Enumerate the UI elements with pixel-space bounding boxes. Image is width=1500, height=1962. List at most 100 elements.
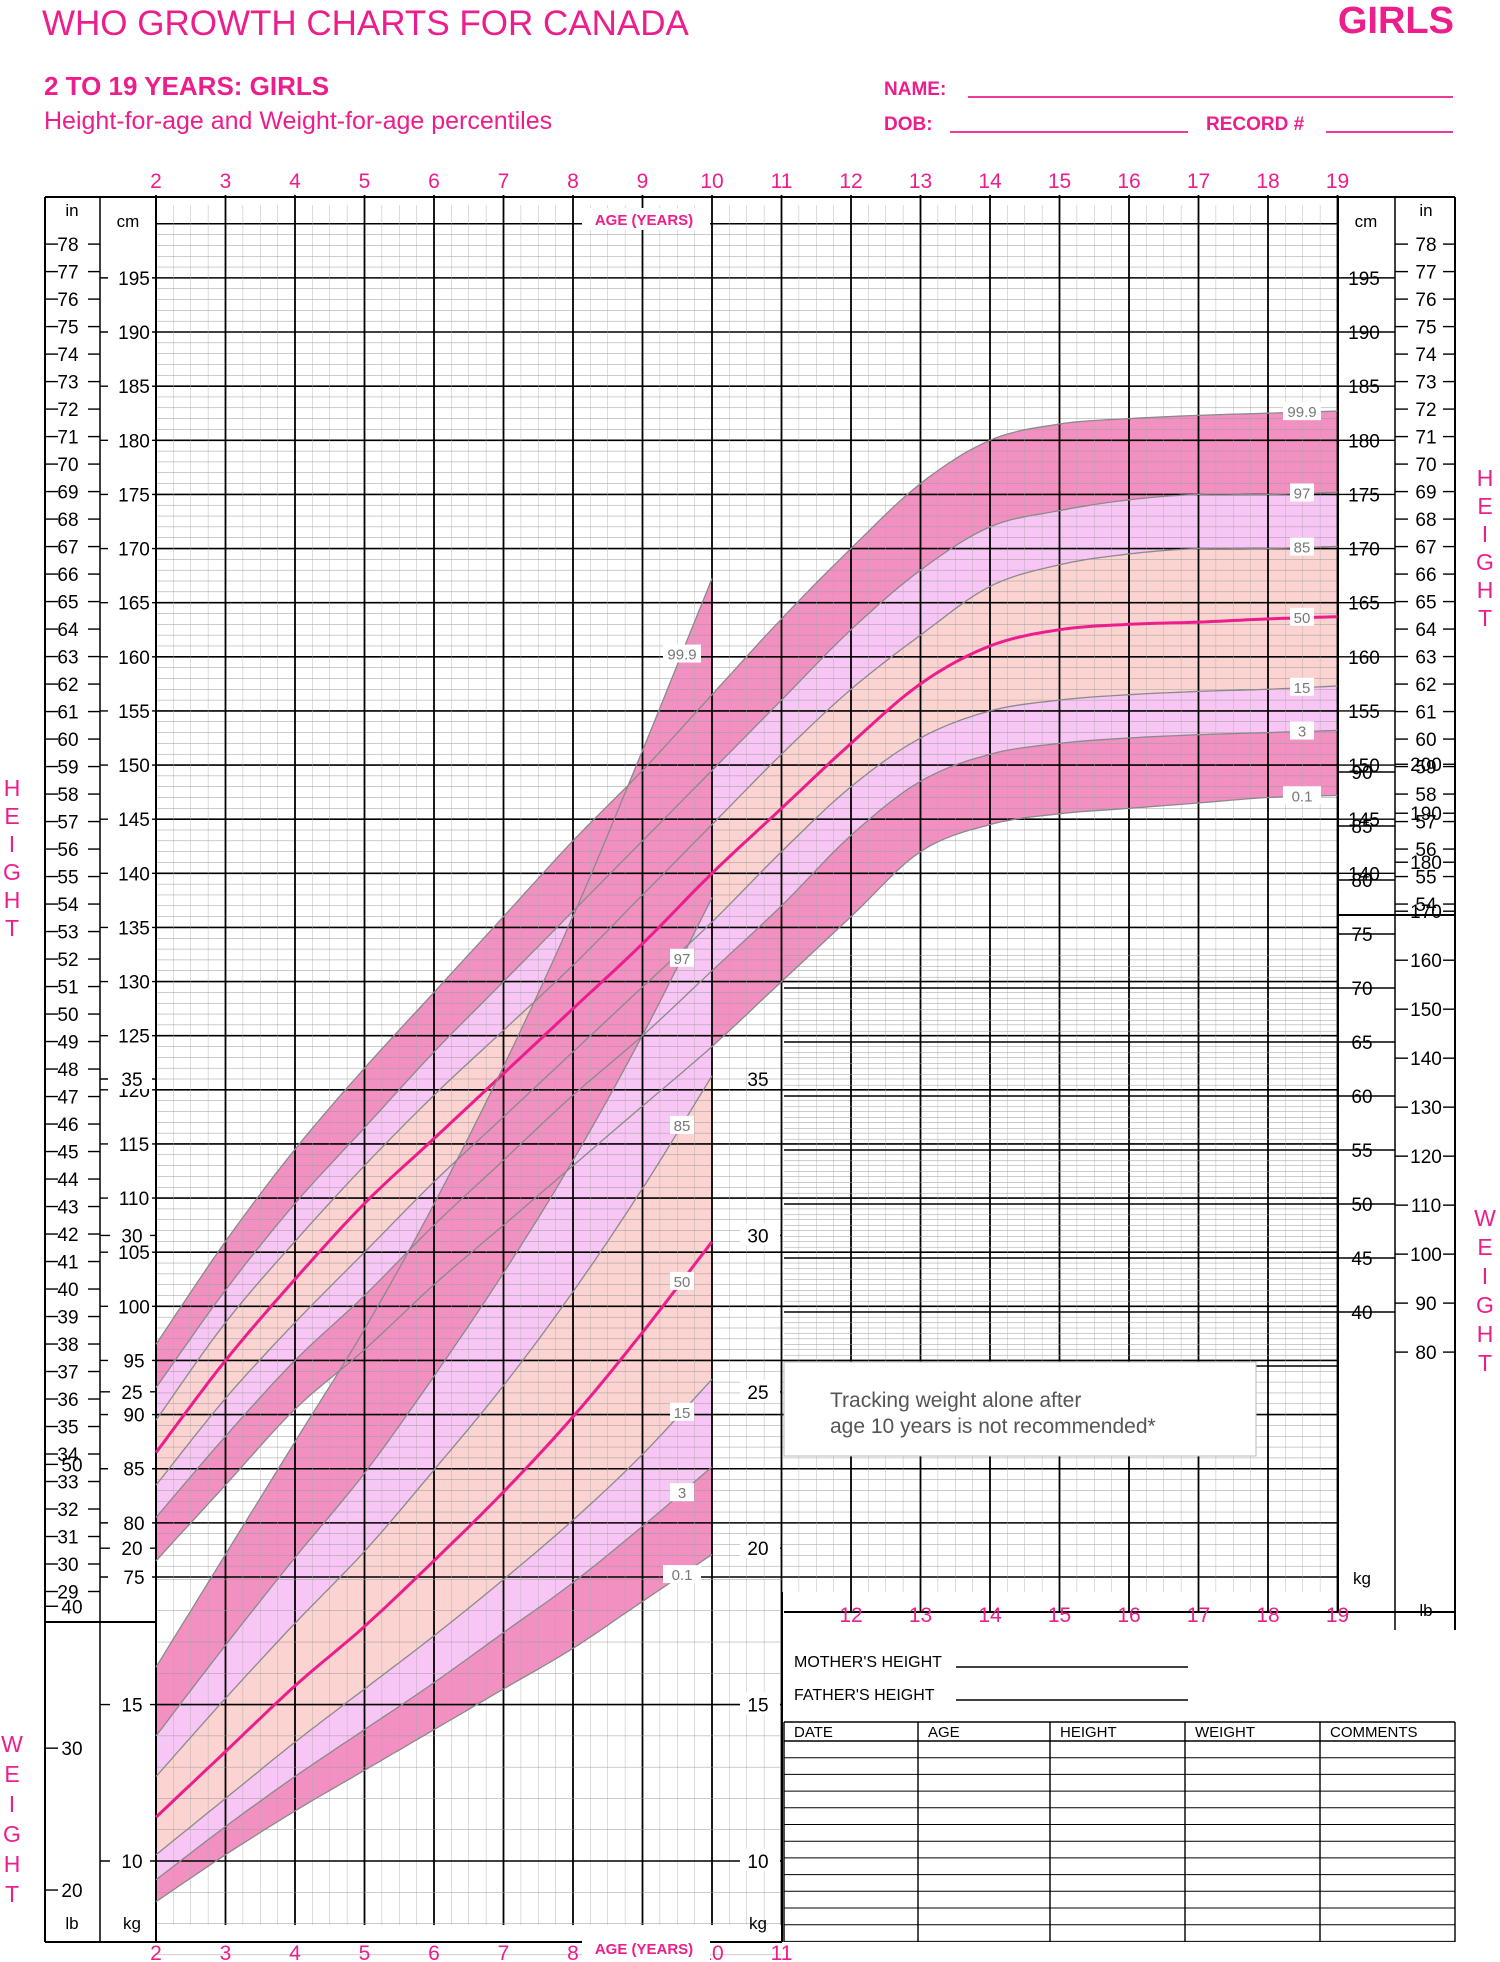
weight-band-85-97 [156, 897, 712, 1777]
inch-tick-label: 43 [57, 1198, 78, 1219]
lb-tick-label: 40 [61, 1597, 82, 1618]
right-inch-tick-label: 77 [1415, 263, 1436, 284]
father-height-label: FATHER'S HEIGHT [794, 1687, 935, 1704]
kg-tick-label: 10 [121, 1852, 142, 1873]
height-label-bg-p97 [1290, 483, 1314, 502]
cm-tick-label: 140 [118, 864, 150, 885]
cm-tick-label: 195 [118, 269, 150, 290]
height-label-bg-p50 [1290, 607, 1314, 626]
weight-letter-right: G [1476, 1292, 1494, 1318]
cm-tick-label: 175 [118, 485, 150, 506]
right-inch-tick-label: 76 [1415, 290, 1436, 311]
right-inch-tick-label: 55 [1415, 868, 1436, 889]
right-cm-tick-label: 185 [1348, 377, 1380, 398]
kg-tick-bg [110, 1536, 150, 1559]
weight-right-kg-label: 10 [747, 1852, 768, 1873]
notice-line-1: Tracking weight alone after [830, 1389, 1081, 1412]
cm-tick-label: 160 [118, 648, 150, 669]
right-lb-tick-label: 100 [1410, 1245, 1442, 1266]
height-line-p85 [155, 545, 1338, 1421]
height-label-bg-p15 [1290, 677, 1314, 696]
inch-tick-label: 49 [57, 1033, 78, 1054]
weight-line-p3 [155, 1466, 713, 1881]
height-label-bg-p3 [1290, 721, 1314, 740]
cm-tick-bg [108, 428, 152, 451]
inch-tick-label: 29 [57, 1583, 78, 1604]
kg-tick-bg [110, 1379, 150, 1402]
height-letter-left: G [3, 859, 21, 885]
form-column-header: HEIGHT [1060, 1724, 1117, 1741]
right-inch-tick-label: 68 [1415, 510, 1436, 531]
right-cm-tick-label: 170 [1348, 540, 1380, 561]
right-inch-tick-label: 70 [1415, 455, 1436, 476]
cm-tick-bg [108, 1294, 152, 1317]
cm-tick-label: 80 [123, 1514, 144, 1535]
lb-tick-label: 50 [61, 1455, 82, 1476]
inch-tick-label: 62 [57, 675, 78, 696]
age-axis-label-bottom: AGE (YEARS) [595, 1941, 693, 1958]
right-kg-tick-label: 50 [1351, 1195, 1372, 1216]
right-cm-tick-label: 145 [1348, 810, 1380, 831]
inch-tick-label: 42 [57, 1225, 78, 1246]
cm-tick-label: 185 [118, 377, 150, 398]
inch-tick-label: 70 [57, 455, 78, 476]
right-kg-tick-label: 85 [1351, 817, 1372, 838]
inch-tick-label: 58 [57, 785, 78, 806]
lb-tick-label: 20 [61, 1881, 82, 1902]
height-label-p15: 15 [1294, 680, 1311, 697]
top-age-tick-label: 18 [1256, 170, 1279, 193]
right-inch-tick-label: 73 [1415, 373, 1436, 394]
weight-letter-right: W [1474, 1205, 1496, 1231]
height-label-p85: 85 [1294, 540, 1311, 557]
inch-tick-label: 61 [57, 703, 78, 724]
weight-letter-left: H [4, 1851, 21, 1877]
inch-tick-label: 57 [57, 813, 78, 834]
cm-tick-bg [108, 1023, 152, 1046]
height-letter-left: I [9, 831, 15, 857]
right-age-tick-label: 18 [1256, 1604, 1279, 1627]
cm-tick-label: 135 [118, 918, 150, 939]
cm-tick-label: 95 [123, 1351, 144, 1372]
inch-tick-label: 77 [57, 263, 78, 284]
cm-tick-bg [108, 1510, 152, 1533]
right-kg-tick-label: 80 [1351, 871, 1372, 892]
height-line-p3 [155, 729, 1338, 1518]
right-lb-tick-label: 120 [1410, 1147, 1442, 1168]
right-age-tick-label: 12 [839, 1604, 862, 1627]
notice-line-2: age 10 years is not recommended* [830, 1415, 1156, 1438]
cm-tick-bg [108, 807, 152, 830]
cm-tick-label: 165 [118, 594, 150, 615]
inch-tick-label: 60 [57, 730, 78, 751]
weight-letter-left: W [1, 1731, 23, 1757]
cm-tick-label: 125 [118, 1027, 150, 1048]
top-age-tick-label: 9 [637, 170, 649, 193]
height-letter-right: I [1482, 521, 1488, 547]
weight-letter-right: I [1482, 1263, 1488, 1289]
inch-tick-label: 38 [57, 1335, 78, 1356]
inch-tick-label: 51 [57, 978, 78, 999]
weight-right-kg-label: 25 [747, 1383, 768, 1404]
right-kg-tick-label: 90 [1351, 763, 1372, 784]
right-inch-tick-label: 64 [1415, 620, 1437, 641]
cm-tick-bg [108, 374, 152, 397]
top-age-tick-label: 2 [150, 170, 162, 193]
weight-letter-right: T [1478, 1350, 1492, 1376]
right-lb-tick-label: 170 [1410, 902, 1442, 923]
weight-letter-right: E [1477, 1234, 1492, 1260]
inch-tick-label: 64 [57, 620, 79, 641]
height-line-p50 [154, 615, 1338, 1454]
bottom-age-tick-label: 4 [289, 1942, 301, 1962]
weight-label-bg-p15 [670, 1402, 694, 1421]
height-line-p97 [155, 491, 1338, 1388]
inch-tick-label: 68 [57, 510, 78, 531]
top-age-tick-label: 16 [1117, 170, 1140, 193]
bottom-age-tick-label: 3 [220, 1942, 232, 1962]
weight-label-bg-p50 [670, 1271, 694, 1290]
height-letter-right: H [1477, 577, 1494, 603]
cm-tick-label: 115 [119, 1135, 149, 1156]
cm-tick-bg [108, 320, 152, 343]
inch-tick-label: 48 [57, 1060, 78, 1081]
right-cm-unit-label: cm [1355, 212, 1378, 231]
weight-line-p97 [155, 897, 713, 1737]
inch-tick-label: 74 [57, 345, 79, 366]
